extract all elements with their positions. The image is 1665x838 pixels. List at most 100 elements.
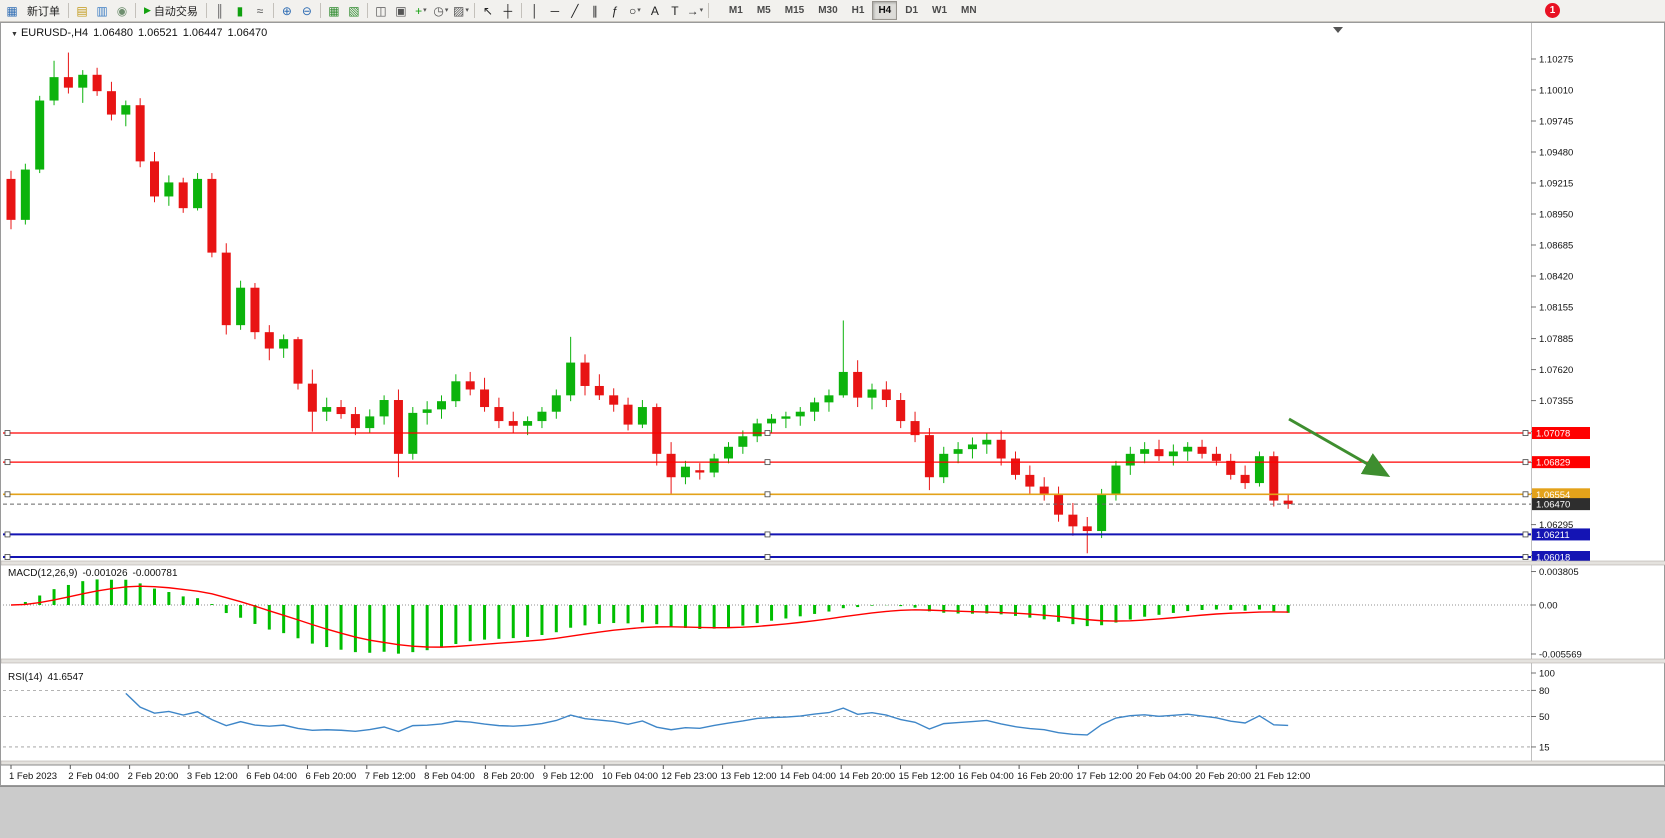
- chart-title: ▼ EURUSD-,H4 1.06480 1.06521 1.06447 1.06470: [11, 27, 272, 39]
- svg-text:1.07885: 1.07885: [1539, 334, 1573, 345]
- svg-text:1.09215: 1.09215: [1539, 179, 1573, 190]
- svg-text:1.10010: 1.10010: [1539, 86, 1573, 97]
- price-tag-resistance-upper: [1532, 427, 1590, 440]
- time-axis-label: 1 Feb 2023: [9, 771, 57, 782]
- tile-windows-icon[interactable]: ◫: [375, 3, 387, 18]
- channel-icon[interactable]: ∥: [591, 3, 598, 18]
- timeframe-h4-button[interactable]: H4: [872, 1, 898, 20]
- trendline-icon[interactable]: ╱: [571, 3, 579, 18]
- one-click-trading-icon[interactable]: ▼: [11, 31, 18, 38]
- arrows-icon-caret: ▾: [699, 7, 704, 14]
- chart-canvas[interactable]: 1.10275 1.10010 1.09745 1.09480 1.09215 1.089…: [1, 23, 1665, 785]
- toolbar-separator: [707, 3, 709, 18]
- timeframe-w1-button[interactable]: W1: [932, 5, 948, 16]
- market-watch-icon[interactable]: ▤: [76, 3, 88, 18]
- macd-signal-value: -0.000781: [132, 568, 178, 579]
- timeframe-h1-button[interactable]: H1: [851, 5, 865, 16]
- timeframe-toolbar: M1 M5 M15 M30 H1 H4 D1 W1 MN: [722, 1, 984, 20]
- svg-text:15: 15: [1539, 742, 1550, 753]
- zoom-in-icon[interactable]: ⊕: [281, 3, 292, 18]
- arrow-annotation[interactable]: [1288, 417, 1391, 477]
- timeframe-m15-button[interactable]: M15: [784, 5, 805, 16]
- template-icon-caret: ▾: [465, 7, 469, 14]
- chart-profiles-icon[interactable]: ▥: [96, 3, 108, 18]
- new-order-button[interactable]: 新订单: [22, 2, 65, 20]
- ohlc-low: 1.06447: [182, 27, 223, 39]
- timeframe-mn-button[interactable]: MN: [961, 5, 977, 16]
- vertical-line-icon[interactable]: │: [531, 3, 539, 18]
- toolbar-separator: [319, 3, 321, 18]
- macd-histogram: [23, 579, 1290, 654]
- autotrading-button[interactable]: ▶ 自动交易: [139, 2, 203, 20]
- time-axis-label: 8 Feb 04:00: [424, 771, 475, 782]
- svg-text:1.08685: 1.08685: [1539, 241, 1573, 252]
- cascade-windows-icon[interactable]: ▣: [395, 3, 407, 18]
- candles-layer: [6, 52, 1293, 554]
- svg-text:0.003805: 0.003805: [1539, 567, 1579, 578]
- arrows-icon[interactable]: → ▾: [686, 3, 704, 18]
- time-axis-label: 15 Feb 12:00: [899, 771, 955, 782]
- timeframe-m1-button[interactable]: M1: [728, 5, 743, 16]
- notification-badge[interactable]: 1: [1545, 3, 1560, 18]
- price-tag-support-upper: [1532, 528, 1590, 541]
- macd-name: MACD(12,26,9): [8, 568, 78, 579]
- text-icon[interactable]: A: [650, 3, 659, 18]
- toolbar-separator: [366, 3, 368, 18]
- toolbar-separator: [272, 3, 274, 18]
- time-axis-label: 16 Feb 04:00: [958, 771, 1014, 782]
- time-axis-label: 16 Feb 20:00: [1017, 771, 1073, 782]
- new-chart-icon[interactable]: + ▾: [415, 3, 427, 18]
- time-axis-label: 13 Feb 12:00: [721, 771, 777, 782]
- time-axis-label: 14 Feb 04:00: [780, 771, 836, 782]
- period-selector-icon[interactable]: ◷ ▾: [433, 3, 449, 18]
- app-icon[interactable]: ▦: [6, 3, 18, 18]
- ohlc-high: 1.06521: [137, 27, 178, 39]
- time-axis-label: 20 Feb 20:00: [1195, 771, 1251, 782]
- svg-text:1.06295: 1.06295: [1539, 520, 1573, 531]
- chart-symbol-period: EURUSD-,H4: [20, 27, 89, 39]
- ohlc-open: 1.06480: [93, 27, 133, 39]
- timeframe-m30-button[interactable]: M30: [818, 5, 838, 16]
- svg-text:1.09745: 1.09745: [1539, 117, 1573, 128]
- svg-text:1.09480: 1.09480: [1539, 148, 1573, 159]
- template-icon[interactable]: ▨ ▾: [452, 3, 469, 18]
- timeframe-d1-button[interactable]: D1: [905, 5, 919, 16]
- time-axis-label: 8 Feb 20:00: [483, 771, 534, 782]
- zoom-out-icon[interactable]: ⊖: [301, 3, 312, 18]
- price-tag-pivot-line: [1532, 488, 1590, 501]
- svg-text:100: 100: [1539, 669, 1555, 680]
- cursor-icon[interactable]: ↖: [482, 3, 493, 18]
- time-axis-label: 2 Feb 04:00: [68, 771, 119, 782]
- crosshair-icon[interactable]: ┼: [503, 3, 513, 18]
- shapes-icon-caret: ▾: [637, 7, 641, 14]
- period-separators-icon[interactable]: ▧: [348, 3, 360, 18]
- shapes-icon[interactable]: ○ ▾: [629, 3, 641, 18]
- svg-text:1.06211: 1.06211: [1536, 530, 1570, 541]
- data-window-icon[interactable]: ◉: [116, 3, 128, 18]
- fibonacci-icon[interactable]: ƒ: [611, 3, 619, 18]
- line-chart-icon[interactable]: ≈: [256, 3, 264, 18]
- bar-chart-icon[interactable]: ║: [215, 3, 225, 18]
- svg-text:0.00: 0.00: [1539, 601, 1558, 612]
- svg-text:1.06018: 1.06018: [1536, 553, 1570, 564]
- svg-text:50: 50: [1539, 712, 1550, 723]
- status-strip: [0, 786, 1665, 838]
- svg-text:1.06554: 1.06554: [1536, 490, 1570, 501]
- chart-shift-marker: [1333, 27, 1343, 33]
- grid-icon[interactable]: ▦: [328, 3, 340, 18]
- horizontal-line-icon[interactable]: ─: [550, 3, 560, 18]
- candlestick-chart-icon[interactable]: ▮: [236, 3, 244, 18]
- macd-signal-line: [10, 585, 1289, 648]
- time-axis-label: 7 Feb 12:00: [365, 771, 416, 782]
- svg-text:1.07355: 1.07355: [1539, 396, 1573, 407]
- time-axis-label: 17 Feb 12:00: [1076, 771, 1132, 782]
- svg-text:80: 80: [1539, 686, 1550, 697]
- rsi-name: RSI(14): [8, 672, 43, 683]
- text-label-icon[interactable]: T: [671, 3, 679, 18]
- macd-main-value: -0.001026: [82, 568, 128, 579]
- svg-text:1.08155: 1.08155: [1539, 303, 1573, 314]
- autotrading-icon: ▶: [144, 5, 151, 15]
- toolbar-separator: [68, 3, 69, 18]
- timeframe-m5-button[interactable]: M5: [756, 5, 771, 16]
